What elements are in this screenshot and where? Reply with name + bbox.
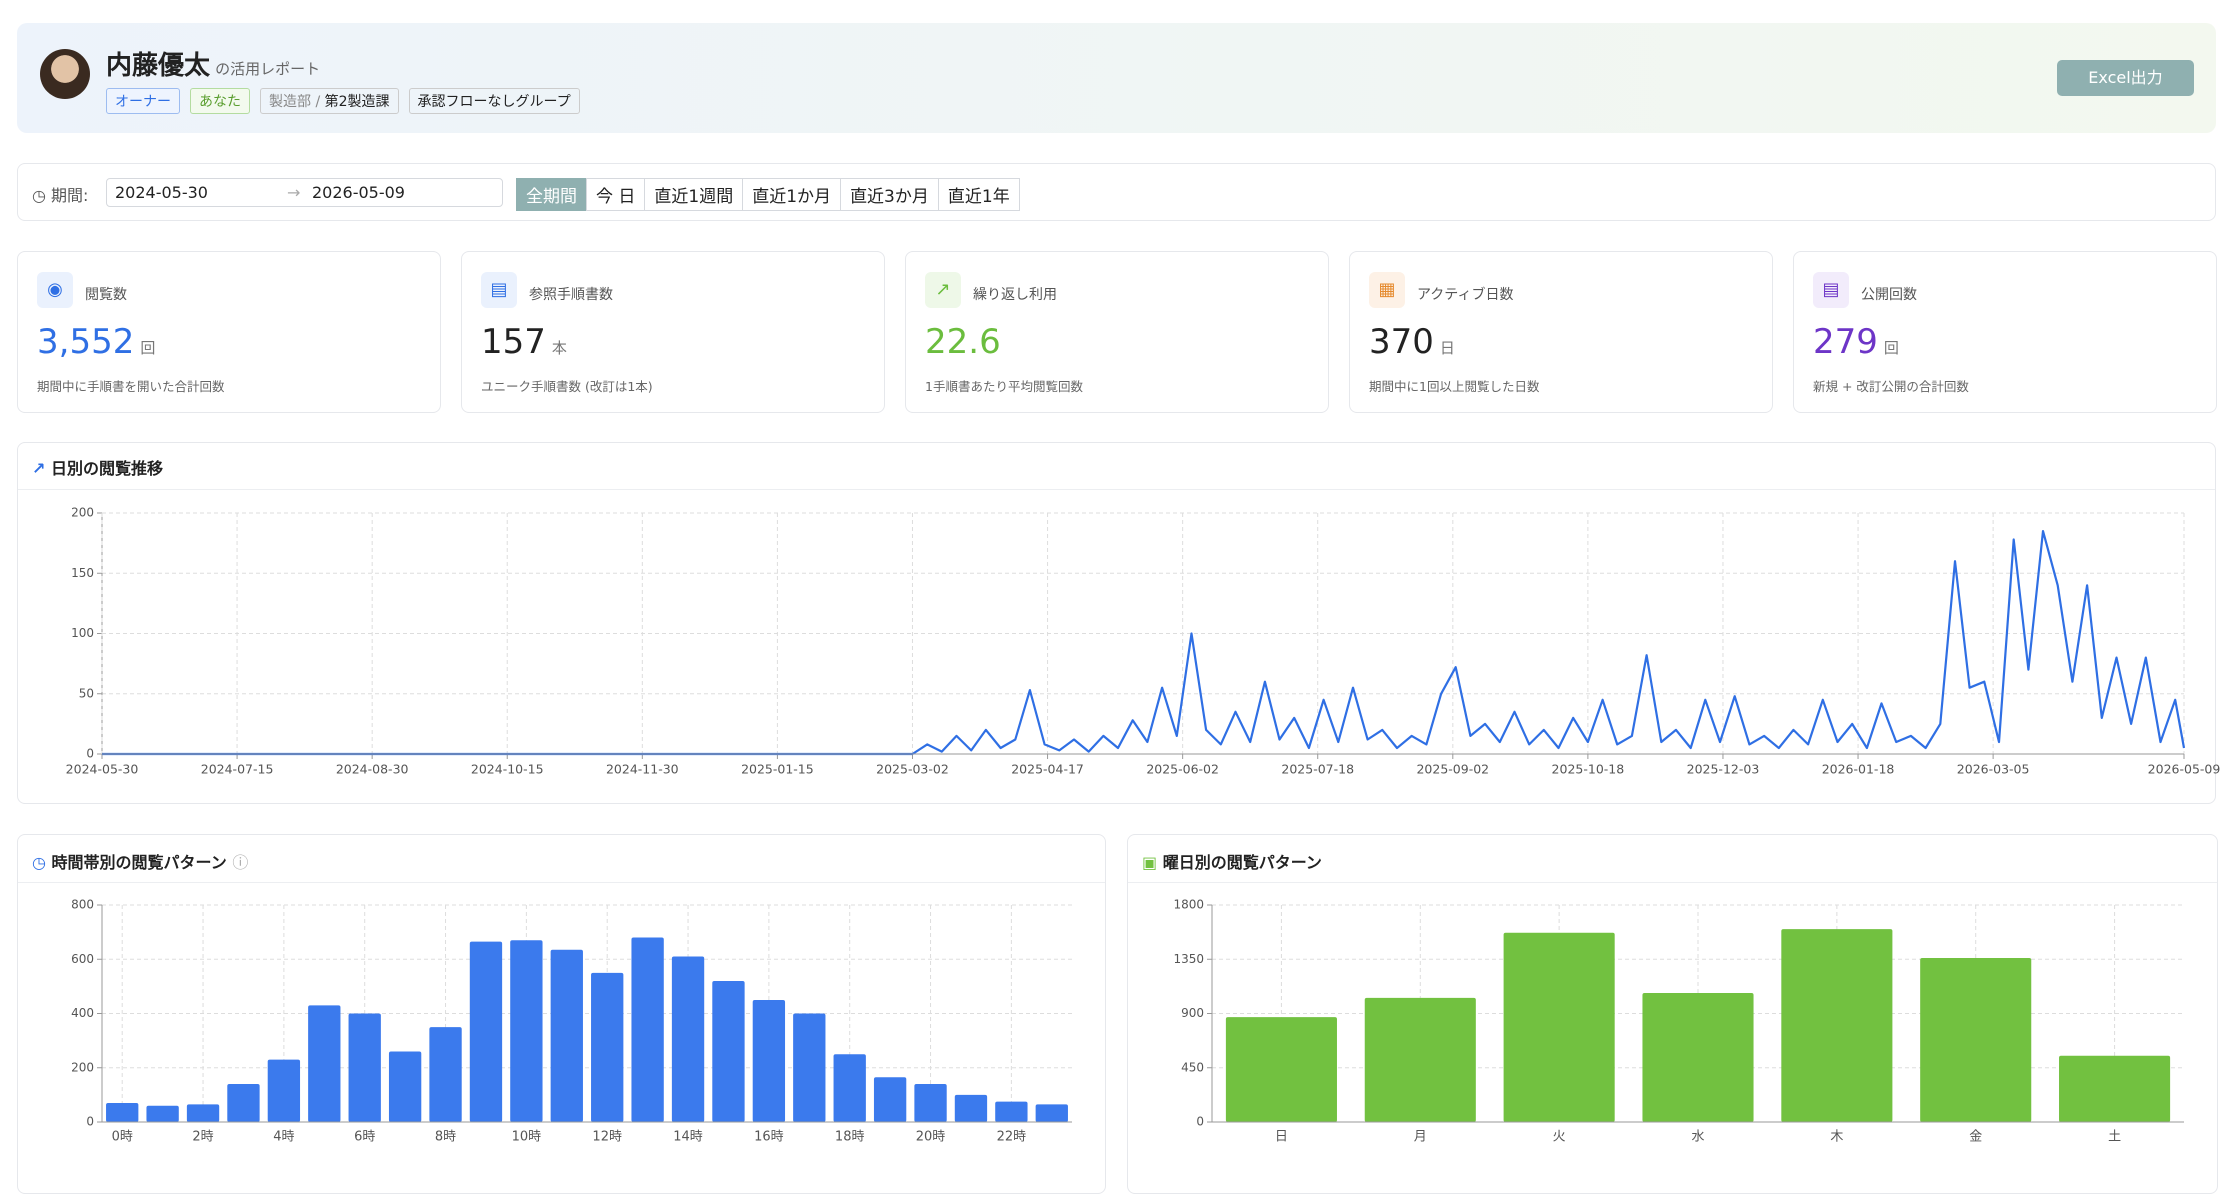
kpi-note: 期間中に手順書を開いた合計回数: [37, 379, 225, 394]
preset-button[interactable]: 今 日: [586, 178, 646, 211]
kpi-label: アクティブ日数: [1417, 287, 1514, 303]
kpi-value: 22.6: [925, 322, 1001, 362]
arrow: →: [287, 183, 301, 202]
kpi-value-row: 3,552 回: [37, 322, 155, 362]
kpi-value: 370: [1369, 322, 1434, 362]
kpi-value-row: 370 日: [1369, 322, 1455, 362]
preset-button[interactable]: 直近1年: [937, 178, 1020, 211]
dept-label: 製造部 /: [269, 94, 321, 110]
kpi-icon: ▤: [1813, 272, 1849, 308]
kpi-unit: 日: [1439, 339, 1455, 357]
kpi-note: 1手順書あたり平均閲覧回数: [925, 379, 1083, 394]
kpi-icon: ◉: [37, 272, 73, 308]
group-tag: 承認フローなしグループ: [408, 88, 580, 114]
kpi-label: 繰り返し利用: [973, 287, 1057, 303]
excel-label: Excel出力: [2088, 68, 2163, 87]
kpi-label: 参照手順書数: [529, 287, 613, 303]
kpi-value: 279: [1813, 322, 1878, 362]
period-text: 期間:: [51, 186, 89, 205]
chart-title: 日別の閲覧推移: [50, 459, 163, 478]
kpi-note: 新規 + 改訂公開の合計回数: [1813, 379, 1969, 394]
hour-card: ◷ 時間帯別の閲覧パターン ⓘ: [17, 834, 1106, 1194]
card-title: ▣ 曜日別の閲覧パターン: [1142, 853, 1322, 872]
start-date: 2024-05-30: [115, 183, 208, 202]
kpi-icon: ▤: [481, 272, 517, 308]
chart-title: 曜日別の閲覧パターン: [1162, 853, 1322, 872]
card-title: ↗ 日別の閲覧推移: [32, 459, 163, 478]
tags: オーナー あなた 製造部 / 第2製造課 承認フローなしグループ: [106, 88, 590, 114]
filter-bar: ◷ 期間: 2024-05-30 → 2026-05-09 全期間今 日直近1週間直…: [17, 163, 2216, 221]
tag: オーナー: [106, 88, 180, 114]
weekday-card: ▣ 曜日別の閲覧パターン: [1127, 834, 2218, 1194]
divider: [1128, 882, 2217, 883]
preset-button[interactable]: 直近1週間: [644, 178, 744, 211]
end-date: 2026-05-09: [312, 183, 405, 202]
kpi-card: ◉ 閲覧数 3,552 回期間中に手順書を開いた合計回数: [17, 251, 441, 413]
divider: [18, 489, 2215, 490]
date-range[interactable]: 2024-05-30 → 2026-05-09: [106, 178, 503, 207]
kpi-card: ▤ 公開回数 279 回新規 + 改訂公開の合計回数: [1793, 251, 2217, 413]
subtitle: の活用レポート: [215, 60, 321, 78]
kpi-card: ▦ アクティブ日数 370 日期間中に1回以上閲覧した日数: [1349, 251, 1773, 413]
daily-card: ↗ 日別の閲覧推移: [17, 442, 2216, 804]
kpi-card: ▤ 参照手順書数 157 本ユニーク手順書数 (改訂は1本): [461, 251, 885, 413]
kpi-icon: ▦: [1369, 272, 1405, 308]
preset-button[interactable]: 全期間: [516, 178, 587, 211]
card-title: ◷ 時間帯別の閲覧パターン ⓘ: [32, 853, 249, 872]
user-name: 内藤優太: [106, 51, 211, 81]
dept: 第2製造課: [324, 94, 390, 110]
preset-button[interactable]: 直近1か月: [742, 178, 842, 211]
kpi-value-row: 157 本: [481, 322, 567, 362]
header-card: 内藤優太 の活用レポート オーナー あなた 製造部 / 第2製造課 承認フローなしグル…: [17, 23, 2216, 133]
avatar: [40, 49, 90, 99]
kpi-note: ユニーク手順書数 (改訂は1本): [481, 379, 653, 394]
excel-button[interactable]: Excel出力: [2057, 60, 2194, 96]
title-row: 内藤優太 の活用レポート: [106, 45, 320, 82]
kpi-unit: 本: [551, 339, 567, 357]
kpi-unit: 回: [140, 339, 156, 357]
kpi-icon: ↗: [925, 272, 961, 308]
period-label: ◷ 期間:: [32, 186, 89, 205]
preset-button[interactable]: 直近3か月: [840, 178, 939, 211]
kpi-value: 3,552: [37, 322, 135, 362]
chart-title: 時間帯別の閲覧パターン: [51, 853, 227, 872]
kpi-label: 公開回数: [1861, 287, 1917, 303]
dept-tag: 製造部 / 第2製造課: [260, 88, 399, 114]
kpi-value: 157: [481, 322, 546, 362]
divider: [18, 882, 1105, 883]
presets: 全期間今 日直近1週間 直近1か月 直近3か月 直近1年: [516, 178, 1020, 211]
kpi-value-row: 22.6: [925, 322, 1001, 362]
kpi-card: ↗ 繰り返し利用 22.6 1手順書あたり平均閲覧回数: [905, 251, 1329, 413]
tag: あなた: [190, 88, 250, 114]
kpi-value-row: 279 回: [1813, 322, 1899, 362]
kpi-note: 期間中に1回以上閲覧した日数: [1369, 379, 1540, 394]
kpi-unit: 回: [1883, 339, 1899, 357]
kpi-label: 閲覧数: [85, 287, 127, 303]
